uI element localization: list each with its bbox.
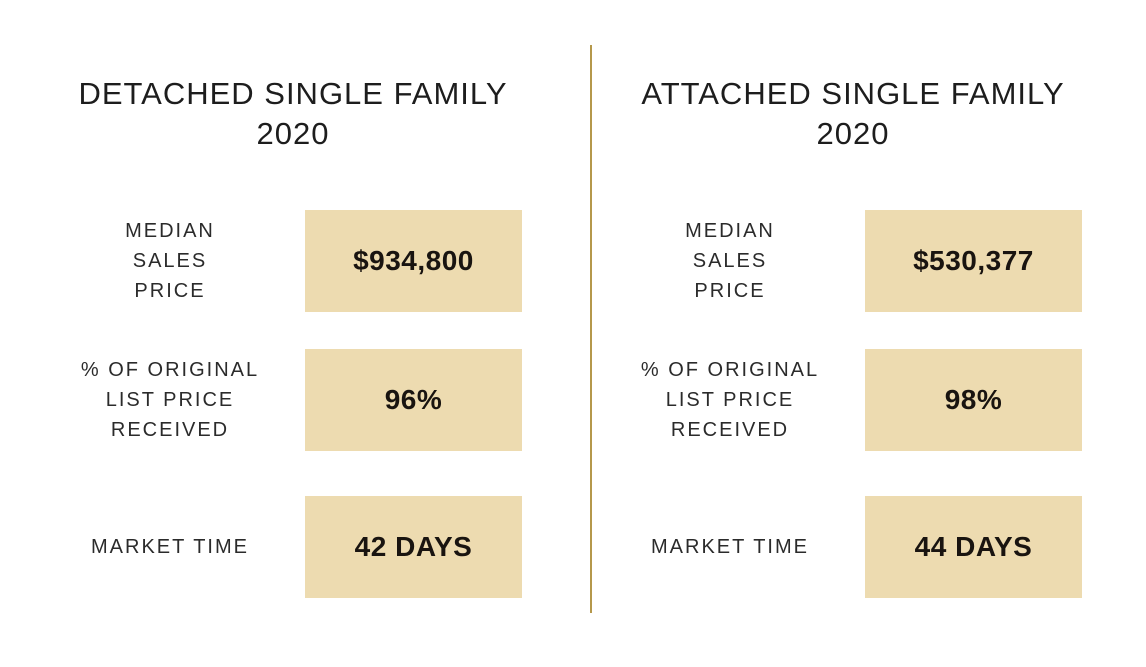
stat-label: % OF ORIGINAL LIST PRICE RECEIVED <box>80 359 260 441</box>
stat-label: MEDIAN SALES PRICE <box>125 220 215 302</box>
stat-value: 96% <box>384 384 443 415</box>
stat-value-box: $530,377 <box>865 210 1082 312</box>
stat-label: MARKET TIME <box>651 536 809 558</box>
stat-value: 44 DAYS <box>914 531 1033 562</box>
stat-label: % OF ORIGINAL LIST PRICE RECEIVED <box>640 359 820 441</box>
panel-title: DETACHED SINGLE FAMILY 2020 <box>0 74 586 154</box>
panel-year: 2020 <box>816 116 890 151</box>
panel-title-text: DETACHED SINGLE FAMILY <box>78 76 508 111</box>
stat-label: MEDIAN SALES PRICE <box>685 220 775 302</box>
panel-title: ATTACHED SINGLE FAMILY 2020 <box>560 74 1146 154</box>
stat-value: $530,377 <box>913 245 1034 276</box>
stat-value-box: 98% <box>865 349 1082 451</box>
panel-detached-single-family: DETACHED SINGLE FAMILY 2020 MEDIAN SALES… <box>0 74 586 598</box>
panel-attached-single-family: ATTACHED SINGLE FAMILY 2020 MEDIAN SALES… <box>560 0 1146 667</box>
stat-value: 42 DAYS <box>354 531 473 562</box>
stat-value: 98% <box>944 384 1003 415</box>
stat-label: MARKET TIME <box>91 536 249 558</box>
panel-title-text: ATTACHED SINGLE FAMILY <box>641 76 1065 111</box>
stat-value: $934,800 <box>353 245 474 276</box>
stat-value-box: $934,800 <box>305 210 522 312</box>
stat-value-box: 44 DAYS <box>865 496 1082 598</box>
stat-value-box: 96% <box>305 349 522 451</box>
stat-value-box: 42 DAYS <box>305 496 522 598</box>
panel-year: 2020 <box>256 116 330 151</box>
divider-line <box>590 45 592 613</box>
